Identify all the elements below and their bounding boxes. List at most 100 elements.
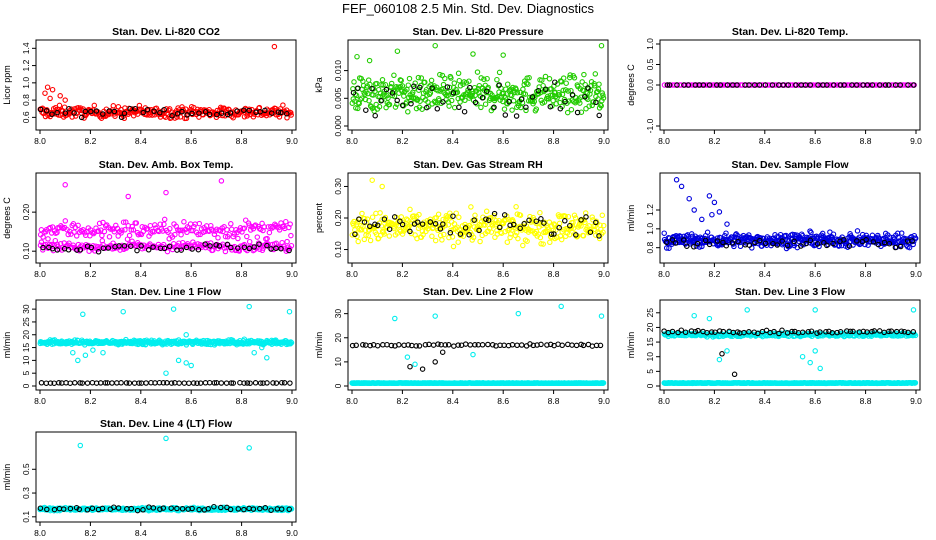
data-point: [275, 109, 282, 115]
data-point: [593, 99, 599, 106]
data-series: [664, 82, 917, 88]
data-point: [100, 219, 106, 226]
y-tick-label: 0.8: [21, 94, 31, 106]
data-series: [349, 303, 607, 387]
data-point: [821, 239, 827, 246]
data-point: [145, 247, 152, 253]
y-tick-label: 20: [333, 333, 343, 343]
data-point: [523, 107, 529, 114]
data-point: [596, 81, 602, 87]
data-point: [88, 244, 95, 251]
data-point: [898, 243, 904, 250]
data-point: [547, 103, 554, 110]
data-point: [202, 228, 209, 235]
panel-7: Stan. Dev. Line 1 Flowml/min051015202530…: [2, 286, 298, 406]
y-tick-label: 0.8: [645, 242, 655, 254]
data-point: [724, 221, 730, 227]
data-point: [73, 233, 80, 239]
panel-4: Stan. Dev. Amb. Box Temp.degrees C0.100.…: [2, 159, 298, 279]
data-point: [119, 227, 125, 233]
data-point: [805, 329, 812, 335]
data-series: [349, 42, 607, 116]
data-point: [95, 249, 102, 255]
data-point: [479, 342, 486, 348]
data-point: [196, 220, 203, 227]
data-point: [286, 247, 292, 254]
data-point: [437, 226, 444, 232]
data-point: [518, 342, 525, 348]
data-point: [365, 232, 372, 239]
y-tick-label: 0: [333, 383, 343, 388]
data-point: [202, 109, 209, 115]
data-point: [462, 97, 468, 104]
y-tick-label: 20: [645, 322, 655, 332]
x-tick-label: 8.4: [135, 269, 147, 279]
data-point: [695, 327, 701, 334]
data-point: [694, 240, 701, 247]
data-point: [57, 93, 63, 99]
data-point: [560, 87, 566, 94]
data-point: [224, 111, 231, 118]
data-point: [589, 343, 596, 349]
data-point: [424, 104, 430, 111]
data-point: [706, 315, 713, 322]
data-point: [110, 103, 117, 109]
x-tick-label: 8.4: [447, 269, 459, 279]
data-point: [699, 243, 705, 250]
data-point: [482, 101, 489, 107]
data-point: [450, 213, 456, 219]
data-point: [367, 81, 373, 88]
data-point: [910, 307, 917, 313]
data-point: [830, 240, 836, 247]
data-point: [47, 224, 53, 231]
data-point: [445, 342, 452, 348]
panel-title: Stan. Dev. Li-820 Temp.: [732, 26, 848, 38]
data-point: [241, 506, 247, 513]
data-point: [898, 230, 905, 236]
data-point: [752, 239, 758, 246]
data-point: [181, 219, 187, 225]
data-point: [457, 231, 464, 237]
data-point: [686, 195, 692, 202]
data-point: [451, 80, 458, 86]
data-point: [789, 328, 795, 335]
data-point: [388, 342, 395, 349]
data-point: [569, 342, 575, 348]
data-series: [37, 178, 294, 245]
data-point: [560, 75, 567, 81]
data-point: [281, 380, 288, 386]
data-point: [702, 237, 709, 244]
data-point: [526, 74, 532, 81]
data-point: [399, 83, 406, 89]
data-point: [105, 245, 112, 251]
data-point: [227, 506, 234, 513]
panel-title: Stan. Dev. Li-820 Pressure: [412, 26, 543, 38]
data-point: [807, 82, 814, 88]
data-point: [542, 229, 549, 236]
data-point: [570, 225, 577, 231]
data-point: [432, 359, 438, 365]
data-point: [502, 94, 509, 101]
data-point: [490, 105, 496, 111]
data-point: [674, 82, 680, 88]
data-point: [230, 380, 237, 386]
data-point: [484, 88, 490, 94]
y-tick-label: 0.005: [333, 87, 343, 109]
x-tick-label: 8.0: [346, 269, 358, 279]
x-tick-label: 8.2: [708, 269, 720, 279]
data-point: [844, 328, 850, 334]
y-tick-label: 1.2: [21, 59, 31, 71]
data-point: [241, 114, 248, 120]
plot-frame: [659, 172, 921, 264]
x-tick-label: 8.0: [346, 136, 358, 146]
data-point: [264, 242, 270, 249]
data-point: [564, 109, 571, 116]
data-point: [251, 349, 257, 356]
data-point: [355, 105, 361, 112]
data-point: [75, 357, 81, 364]
data-point: [170, 306, 177, 312]
data-point: [268, 507, 274, 513]
data-point: [270, 380, 276, 386]
data-point: [448, 97, 455, 104]
data-point: [823, 329, 829, 335]
